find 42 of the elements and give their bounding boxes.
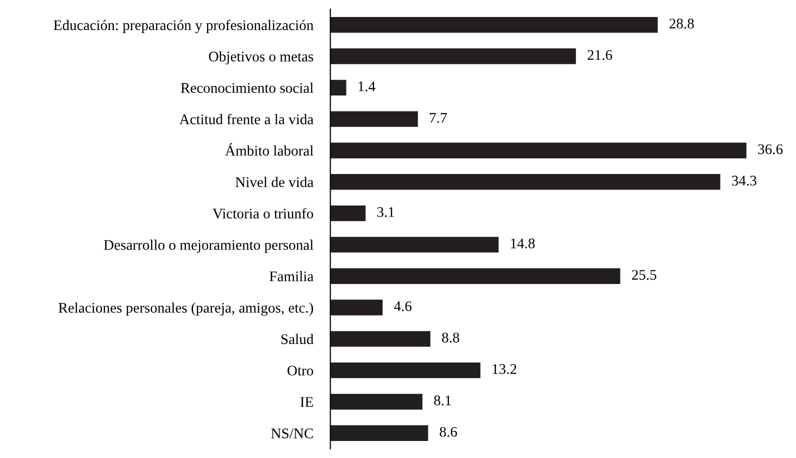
data-label: 13.2 [492,364,516,374]
y-tick-label: Otro [288,366,314,376]
y-tick-label: Victoria o triunfo [212,208,314,219]
data-label: 8.8 [442,332,460,343]
bar [330,17,658,33]
data-label: 3.1 [377,207,394,218]
y-tick-label: Familia [270,271,314,282]
y-tick-label: Actitud frente a la vida [179,114,314,124]
data-label: 34.3 [732,176,756,186]
data-label: 7.7 [430,113,447,123]
bar [330,425,428,441]
y-tick-label: Reconocimiento social [180,82,314,93]
bar [330,268,620,284]
bar [330,80,346,96]
data-label: 8.6 [440,426,458,437]
bar [330,111,418,127]
bar [330,142,746,158]
data-label: 1.4 [358,82,376,92]
bar [330,394,422,410]
data-label: 21.6 [588,50,612,60]
data-label: 28.8 [670,18,694,29]
y-tick-label: Objetivos o metas [208,51,314,64]
data-label: 25.5 [632,270,656,280]
y-tick-label: NS/NC [271,428,313,438]
y-tick-label: Salud [281,334,314,344]
data-label: 36.6 [758,144,783,154]
y-tick-label: Educación: preparación y profesionalización [54,20,314,34]
y-tick-label: IE [300,397,313,407]
y-tick-label: Nivel de vida [236,176,314,188]
bar [330,174,720,190]
bar [330,236,499,253]
y-tick-label: Ámbito laboral [225,143,314,156]
y-tick-label: Relaciones personales (pareja, amigos, etc.) [58,302,314,316]
bar [330,362,480,378]
data-label: 8.1 [434,396,451,406]
bar [330,205,366,222]
bar [330,331,430,347]
bar [330,48,576,64]
data-label: 14.8 [510,238,535,248]
data-label: 4.6 [394,301,412,312]
bar [330,300,383,316]
y-tick-label: Desarrollo o mejoramiento personal [104,240,314,253]
